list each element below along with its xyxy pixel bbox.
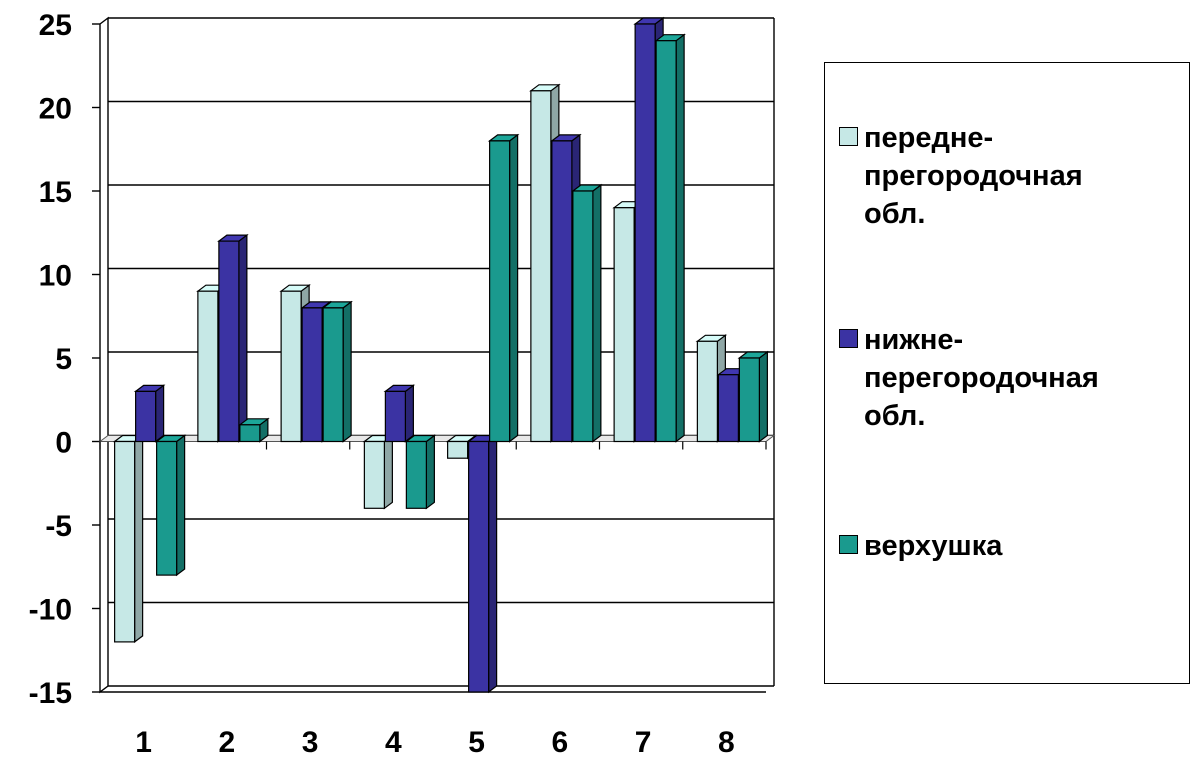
x-tick-label: 6: [552, 726, 569, 758]
bar-side-2-2: [342, 300, 352, 443]
bar-side-2-3: [425, 434, 435, 510]
bar-front-1-0: [135, 390, 157, 443]
bar-front-0-3: [363, 440, 385, 509]
bar-2-4: [487, 133, 520, 443]
y-tick-label: 15: [39, 176, 72, 209]
bar-side-2-4: [509, 133, 519, 443]
bar-side-1-0: [155, 384, 165, 443]
bar-2-2: [321, 300, 353, 443]
bar-side-1-3: [404, 384, 414, 443]
bar-front-1-2: [301, 307, 323, 443]
legend-swatch-anteroseptal: [839, 127, 858, 146]
bar-side-1-4: [488, 434, 498, 694]
bar-front-2-7: [738, 357, 760, 443]
legend-label-apex: верхушка: [864, 530, 1003, 562]
bar-2-5: [571, 183, 603, 443]
bar-side-2-0: [176, 434, 186, 577]
bar-side-2-5: [592, 183, 602, 443]
bar-front-2-5: [572, 190, 594, 443]
bar-front-1-3: [384, 390, 406, 443]
bar-1-3: [383, 384, 416, 443]
bar-front-0-5: [530, 90, 552, 443]
legend-label-inferoseptal: нижне- перегородочная обл.: [864, 324, 1099, 432]
bar-front-2-1: [239, 424, 261, 443]
bar-front-2-0: [156, 440, 178, 576]
x-tick-label: 8: [718, 726, 735, 758]
legend-item-anteroseptal: передне- прегородочная обл.: [839, 119, 1184, 233]
bar-0-3: [362, 434, 395, 510]
bar-side-0-3: [383, 434, 393, 510]
y-tick-label: -5: [45, 510, 72, 543]
bar-2-7: [737, 350, 770, 443]
y-tick-label: 10: [39, 260, 72, 293]
y-axis-wall: [99, 16, 109, 694]
bar-front-1-6: [634, 23, 656, 443]
bar-front-2-4: [489, 140, 511, 443]
bar-side-2-7: [758, 350, 768, 443]
legend-swatch-apex: [839, 535, 858, 554]
bar-1-0: [133, 384, 166, 443]
y-tick-label: 20: [39, 93, 72, 126]
x-tick-label: 5: [468, 726, 485, 758]
bar-front-0-6: [613, 207, 635, 443]
y-tick-label: 5: [55, 343, 72, 376]
bars: [112, 16, 770, 694]
y-tick-label: -10: [29, 594, 72, 627]
legend-swatch-inferoseptal: [839, 329, 858, 348]
bar-front-0-0: [114, 440, 136, 643]
x-tick-label: 7: [635, 726, 652, 758]
x-tick-label: 2: [219, 726, 236, 758]
legend: передне- прегородочная обл. нижне- перег…: [824, 62, 1190, 684]
legend-item-inferoseptal: нижне- перегородочная обл.: [839, 321, 1184, 435]
bar-front-1-7: [717, 374, 739, 443]
bar-side-2-6: [675, 33, 685, 443]
bar-front-0-1: [197, 290, 219, 443]
bar-front-2-2: [322, 307, 344, 443]
bar-2-3: [404, 434, 437, 510]
x-tick-label: 3: [302, 726, 319, 758]
y-tick-label: 0: [55, 427, 72, 460]
y-axis-labels: 25 20 15 10 5 0 -5 -10 -15: [29, 9, 72, 710]
bar-side-0-0: [134, 434, 144, 644]
y-tick-label: 25: [39, 9, 72, 42]
bar-0-0: [112, 434, 145, 644]
bar-front-1-1: [218, 240, 240, 443]
bar-2-1: [238, 417, 270, 443]
x-tick-label: 1: [135, 726, 152, 758]
bar-1-1: [217, 233, 249, 443]
bar-front-0-2: [280, 290, 302, 443]
legend-label-anteroseptal: передне- прегородочная обл.: [864, 122, 1083, 230]
bar-front-0-4: [447, 440, 469, 459]
x-axis-labels: 1 2 3 4 5 6 7 8: [135, 726, 734, 758]
y-tick-label: -15: [29, 677, 72, 710]
legend-item-apex: верхушка: [839, 527, 1184, 565]
bar-2-6: [654, 33, 686, 443]
bar-front-2-6: [655, 40, 677, 443]
bar-2-0: [154, 434, 187, 577]
bar-front-1-5: [551, 140, 573, 443]
bar-1-4: [466, 434, 499, 694]
bar-front-1-4: [468, 440, 490, 693]
x-tick-label: 4: [385, 726, 402, 758]
bar-front-0-7: [696, 340, 718, 443]
bar-side-1-1: [238, 233, 248, 443]
bar-front-2-3: [405, 440, 427, 509]
